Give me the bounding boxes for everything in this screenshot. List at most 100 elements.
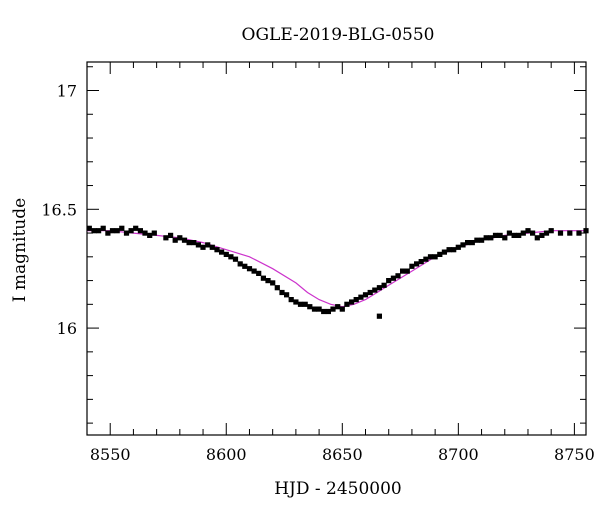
data-point [530, 230, 536, 236]
data-point [214, 247, 220, 253]
data-point [91, 228, 97, 234]
data-point [246, 266, 253, 272]
axis-ticks [86, 62, 586, 435]
data-point [251, 268, 257, 274]
data-point [228, 254, 234, 260]
x-tick-label: 8600 [206, 445, 247, 464]
data-point [311, 306, 318, 312]
data-point [335, 304, 341, 310]
data-point [344, 301, 350, 307]
data-point [163, 235, 169, 241]
data-point [525, 228, 531, 234]
data-point [256, 270, 262, 276]
data-point [123, 230, 130, 236]
data-point [506, 230, 512, 236]
data-point [181, 237, 188, 243]
data-point [362, 292, 369, 298]
data-point [543, 230, 550, 236]
data-point [423, 256, 429, 262]
data-point [284, 292, 290, 298]
data-point [376, 313, 382, 319]
data-point [418, 259, 424, 265]
data-point [142, 230, 148, 236]
data-point [177, 235, 183, 241]
data-point [358, 294, 364, 300]
y-axis-label: I magnitude [10, 198, 30, 302]
data-point [395, 273, 401, 279]
data-point [404, 268, 410, 274]
data-point [446, 247, 452, 253]
data-point [349, 299, 355, 305]
data-point [451, 247, 457, 253]
data-point [583, 228, 589, 234]
data-point [133, 225, 139, 231]
data-point [455, 244, 461, 250]
data-point [200, 244, 206, 250]
data-point [576, 230, 582, 236]
data-point [265, 278, 271, 284]
data-point [520, 230, 526, 236]
data-point [539, 232, 545, 238]
data-point [270, 280, 276, 286]
data-point [381, 282, 387, 288]
data-point [339, 306, 345, 312]
chart-title: OGLE-2019-BLG-0550 [242, 25, 435, 45]
data-point [109, 228, 116, 234]
data-point [390, 275, 396, 281]
data-point [96, 228, 102, 234]
data-point [330, 306, 336, 312]
data-point [302, 301, 308, 307]
data-point [414, 261, 420, 267]
x-tick-label: 8700 [438, 445, 479, 464]
data-point [479, 237, 485, 243]
data-point [172, 237, 178, 243]
data-point [409, 263, 415, 269]
data-point [279, 289, 285, 296]
data-point [325, 308, 331, 315]
data-point [548, 228, 554, 234]
data-point [441, 249, 447, 255]
data-point [534, 235, 540, 241]
data-point [367, 289, 373, 296]
y-tick-label: 17 [57, 82, 77, 101]
data-point [297, 301, 304, 307]
data-point [497, 232, 503, 238]
model-curve-group [87, 230, 586, 308]
data-point [151, 230, 157, 236]
data-point [400, 268, 406, 274]
data-point [492, 232, 499, 238]
data-point [353, 297, 359, 303]
x-axis-label: HJD - 2450000 [274, 479, 402, 499]
data-point [465, 240, 471, 246]
x-tick-label: 8750 [554, 445, 595, 464]
data-point [86, 225, 92, 231]
data-point [191, 240, 197, 246]
data-point [223, 251, 229, 257]
data-point [372, 287, 378, 293]
data-point [119, 225, 125, 231]
data-point [567, 230, 573, 236]
data-point [237, 261, 243, 267]
data-point [232, 256, 239, 262]
data-point [469, 240, 475, 246]
data-point [274, 285, 280, 291]
y-tick-label: 16.5 [41, 200, 77, 219]
data-point [205, 242, 211, 248]
data-point [307, 304, 313, 310]
data-point [460, 242, 466, 248]
data-point [321, 308, 327, 315]
data-point [260, 275, 266, 281]
data-point [502, 235, 508, 241]
y-tick-label: 16 [57, 319, 77, 338]
data-point [437, 251, 443, 257]
data-point [195, 242, 201, 248]
data-point [209, 244, 215, 250]
data-point [376, 285, 382, 291]
data-point [488, 235, 494, 241]
data-point [474, 237, 480, 243]
data-point [128, 228, 134, 234]
data-point [293, 299, 299, 305]
data-point [557, 230, 564, 236]
data-point [511, 232, 517, 238]
